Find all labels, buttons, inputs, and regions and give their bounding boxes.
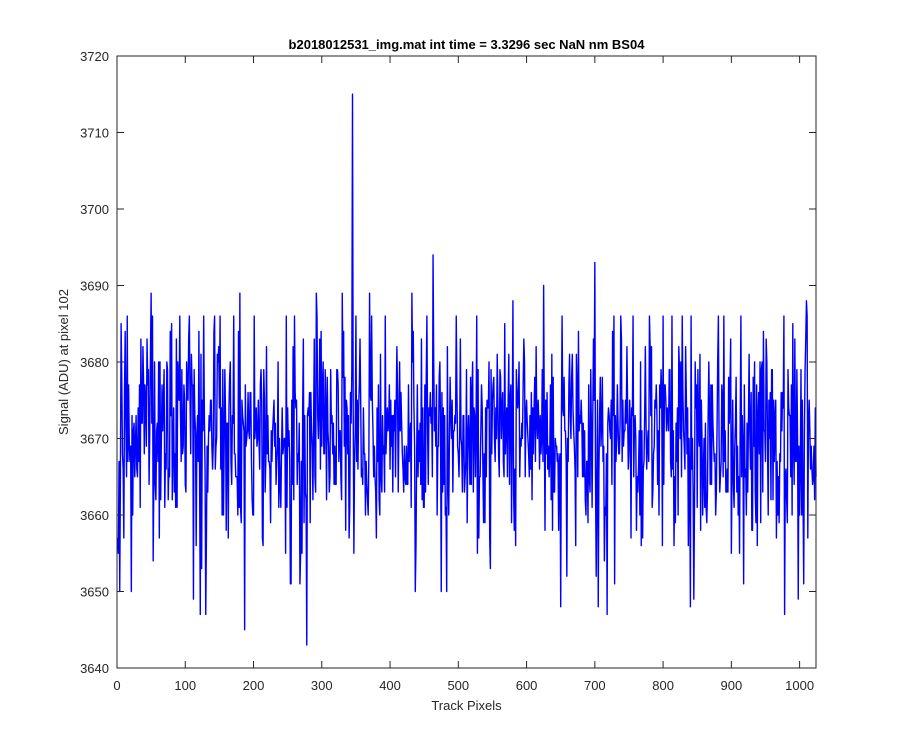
y-tick-label: 3660 (80, 508, 109, 523)
x-tick-label: 1000 (785, 678, 814, 693)
x-tick-label: 900 (721, 678, 743, 693)
x-axis-label: Track Pixels (431, 698, 502, 713)
y-tick-label: 3650 (80, 585, 109, 600)
x-tick-label: 300 (311, 678, 333, 693)
x-tick-label: 0 (113, 678, 120, 693)
y-axis-label: Signal (ADU) at pixel 102 (56, 289, 71, 435)
x-tick-label: 400 (379, 678, 401, 693)
x-tick-label: 600 (516, 678, 538, 693)
x-tick-label: 500 (447, 678, 469, 693)
y-tick-label: 3670 (80, 432, 109, 447)
y-tick-label: 3640 (80, 661, 109, 676)
y-tick-label: 3720 (80, 49, 109, 64)
x-tick-label: 200 (243, 678, 265, 693)
y-tick-label: 3690 (80, 279, 109, 294)
y-tick-label: 3680 (80, 355, 109, 370)
y-tick-label: 3710 (80, 126, 109, 141)
series-layer (116, 93, 817, 646)
plot-area (117, 56, 816, 668)
x-tick-label: 100 (174, 678, 196, 693)
axes-layer: 0 100 200 300 400 500 600 700 800 900 1000 3640 3650… (80, 49, 817, 693)
y-tick-label: 3700 (80, 202, 109, 217)
x-tick-label: 800 (652, 678, 674, 693)
signal-series-line (116, 93, 817, 646)
x-tick-label: 700 (584, 678, 606, 693)
chart-title: b2018012531_img.mat int time = 3.3296 se… (289, 37, 646, 52)
